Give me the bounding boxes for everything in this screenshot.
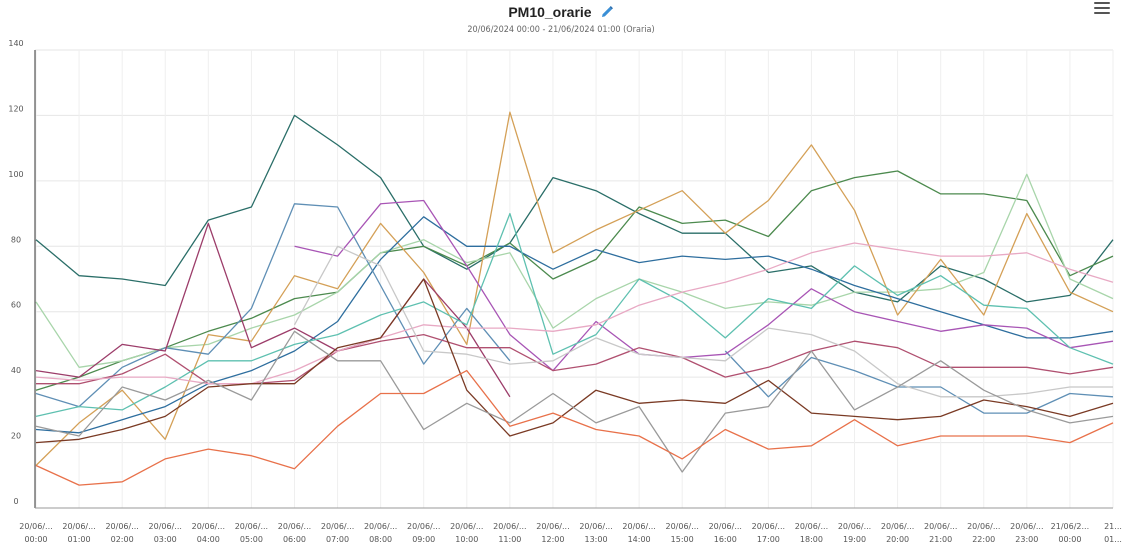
x-tick-label-date: 20/06/... xyxy=(752,522,785,531)
x-tick-label-date: 20/06/... xyxy=(278,522,311,531)
series-line-14 xyxy=(35,330,1114,473)
x-tick-label-date: 20/06/... xyxy=(536,522,569,531)
x-tick-label-time: 23:00 xyxy=(1015,535,1038,544)
x-tick-label-time: 10:00 xyxy=(455,535,478,544)
series-line-2 xyxy=(35,170,1114,391)
axis-layer: 0 20 40 60 80 100 120 140 20/06/... 00:00 20/06/..… xyxy=(8,39,1122,544)
y-tick-label: 120 xyxy=(8,104,23,113)
x-tick-label-time: 03:00 xyxy=(154,535,177,544)
x-tick-label-time: 12:00 xyxy=(541,535,564,544)
y-tick-label: 20 xyxy=(11,432,21,441)
x-tick-label-time: 15:00 xyxy=(671,535,694,544)
x-tick-label-date: 20/06/... xyxy=(62,522,95,531)
y-tick-label: 100 xyxy=(8,170,23,179)
series-layer xyxy=(35,111,1114,486)
chart-subtitle: 20/06/2024 00:00 - 21/06/2024 01:00 (Ora… xyxy=(467,25,655,35)
series-line-5 xyxy=(35,216,1114,434)
x-tick-label-date: 20/06/... xyxy=(838,522,871,531)
x-tick-label-time: 06:00 xyxy=(283,535,306,544)
x-tick-label-time: 20:00 xyxy=(886,535,909,544)
x-tick-label-date: 20/06/... xyxy=(19,522,52,531)
x-tick-label-time: 07:00 xyxy=(326,535,349,544)
x-tick-label-date: 20/06/... xyxy=(795,522,828,531)
x-tick-label-time: 04:00 xyxy=(197,535,220,544)
hamburger-menu-icon[interactable] xyxy=(1094,2,1110,16)
x-tick-label-time: 02:00 xyxy=(111,535,134,544)
series-line-4 xyxy=(35,111,1114,466)
x-tick-label-time: 11:00 xyxy=(498,535,521,544)
x-tick-label-date: 20/06/... xyxy=(666,522,699,531)
x-tick-label-date: 20/06/... xyxy=(881,522,914,531)
x-tick-label-time: 17:00 xyxy=(757,535,780,544)
x-tick-label-date: 20/06/... xyxy=(493,522,526,531)
x-tick-label-time: 01:00 xyxy=(68,535,91,544)
x-tick-label-date: 20/06/... xyxy=(924,522,957,531)
x-tick-label-date: 20/06/... xyxy=(364,522,397,531)
y-tick-label: 40 xyxy=(11,366,21,375)
x-tick-label-time: 00:00 xyxy=(1058,535,1081,544)
chart-title: PM10_orarie xyxy=(508,4,592,20)
x-tick-label-time: 05:00 xyxy=(240,535,263,544)
series-line-15 xyxy=(35,369,1114,486)
x-tick-label-time: 14:00 xyxy=(628,535,651,544)
pencil-icon[interactable] xyxy=(600,4,614,23)
x-tick-label-date: 20/06/... xyxy=(622,522,655,531)
series-line-6 xyxy=(724,350,1114,414)
y-tick-label: 60 xyxy=(11,301,21,310)
x-tick-label-time: 09:00 xyxy=(412,535,435,544)
y-tick-label: 0 xyxy=(13,497,18,506)
x-tick-label-date: 20/06/... xyxy=(192,522,225,531)
x-tick-label-date: 20/06/... xyxy=(967,522,1000,531)
series-line-6 xyxy=(35,203,511,408)
series-line-13 xyxy=(35,278,1114,444)
series-line-10 xyxy=(35,212,1114,418)
x-tick-label-time: 21:00 xyxy=(929,535,952,544)
x-tick-label-date: 20/06/... xyxy=(579,522,612,531)
x-tick-label-date: 20/06/... xyxy=(149,522,182,531)
grid-layer xyxy=(35,49,1114,509)
x-tick-label-time: 00:00 xyxy=(24,535,47,544)
x-tick-label-date: 21/06/2... xyxy=(1051,522,1089,531)
series-line-12 xyxy=(293,245,1113,398)
x-tick-label-date: 21... xyxy=(1104,522,1122,531)
x-tick-label-date: 20/06/... xyxy=(407,522,440,531)
x-tick-label-date: 20/06/... xyxy=(450,522,483,531)
series-line-7 xyxy=(35,222,511,398)
x-tick-label-date: 20/06/... xyxy=(235,522,268,531)
x-tick-label-time: 13:00 xyxy=(585,535,608,544)
x-tick-label-date: 20/06/... xyxy=(709,522,742,531)
x-tick-label-date: 20/06/... xyxy=(1010,522,1043,531)
x-tick-label-date: 20/06/... xyxy=(105,522,138,531)
x-tick-label-time: 01... xyxy=(1104,535,1122,544)
series-line-3 xyxy=(35,173,1114,368)
series-line-8 xyxy=(294,199,1114,372)
y-tick-label: 80 xyxy=(11,235,21,244)
chart-title-wrap: PM10_orarie xyxy=(0,2,1122,23)
x-tick-label-time: 16:00 xyxy=(714,535,737,544)
x-tick-label-date: 20/06/... xyxy=(321,522,354,531)
x-tick-label-time: 19:00 xyxy=(843,535,866,544)
y-tick-label: 140 xyxy=(8,39,23,48)
x-tick-label-time: 18:00 xyxy=(800,535,823,544)
series-line-1 xyxy=(35,114,1114,303)
x-tick-label-time: 08:00 xyxy=(369,535,392,544)
x-tick-label-time: 22:00 xyxy=(972,535,995,544)
